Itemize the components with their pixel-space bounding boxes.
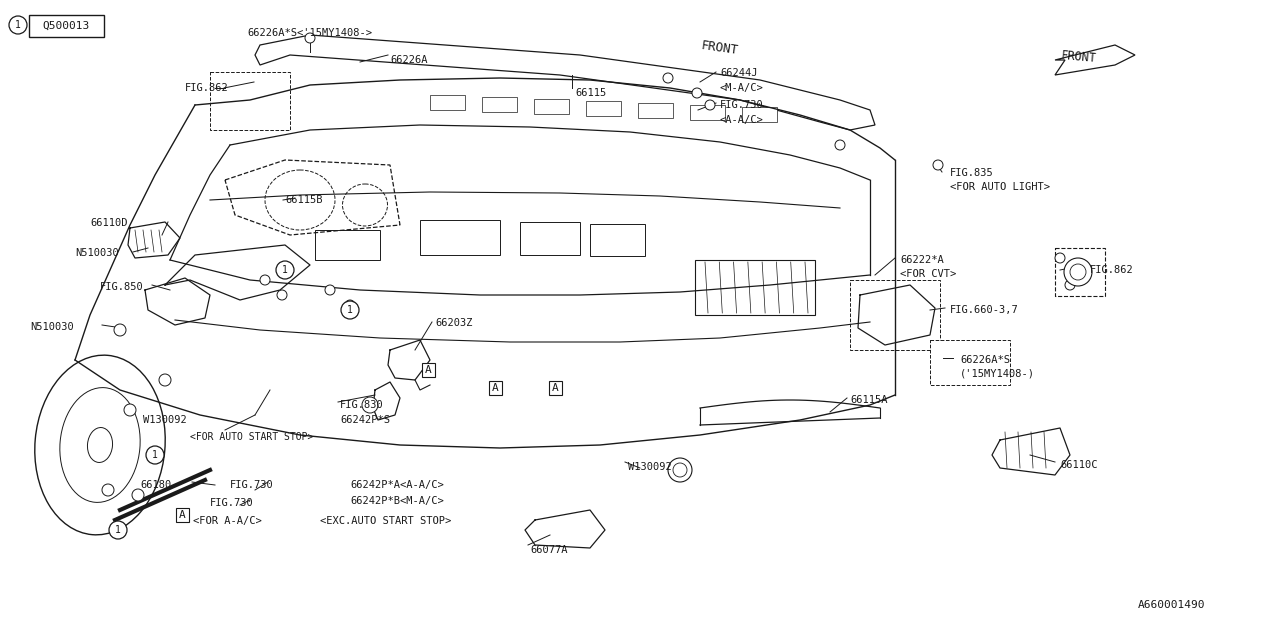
Text: FIG.660-3,7: FIG.660-3,7 [950,305,1019,315]
Circle shape [124,404,136,416]
Text: 66222*A: 66222*A [900,255,943,265]
Bar [1055,248,1105,296]
Text: ('15MY1408-): ('15MY1408-) [960,369,1036,379]
Circle shape [668,458,692,482]
Text: <FOR AUTO LIGHT>: <FOR AUTO LIGHT> [950,182,1050,192]
Text: 66203Z: 66203Z [435,318,472,328]
Bar [549,381,562,395]
Bar [586,101,621,116]
Text: FIG.730: FIG.730 [719,100,764,110]
Circle shape [835,140,845,150]
Circle shape [146,446,164,464]
Text: 1: 1 [347,305,353,315]
Text: A: A [552,383,558,393]
Bar [637,103,673,118]
Text: A: A [492,383,498,393]
Circle shape [340,301,358,319]
Bar [489,381,502,395]
Bar [695,260,815,315]
Text: <A-A/C>: <A-A/C> [719,115,764,125]
Circle shape [159,374,172,386]
Text: Q500013: Q500013 [42,21,90,31]
Text: 66110C: 66110C [1060,460,1097,470]
Text: 66115B: 66115B [285,195,323,205]
Bar [690,105,724,120]
Circle shape [705,100,716,110]
Text: W130092: W130092 [143,415,187,425]
Text: 66115: 66115 [575,88,607,98]
Text: FIG.862: FIG.862 [186,83,229,93]
Circle shape [1065,280,1075,290]
Bar [315,230,380,260]
Bar [175,508,188,522]
Text: A660001490: A660001490 [1138,600,1206,610]
Bar [520,222,580,255]
Circle shape [346,300,355,310]
Text: 66180: 66180 [140,480,172,490]
Text: 66244J: 66244J [719,68,758,78]
Circle shape [132,489,143,501]
Text: FIG.835: FIG.835 [950,168,993,178]
Circle shape [325,285,335,295]
Text: 66242P*A<A-A/C>: 66242P*A<A-A/C> [349,480,444,490]
Text: 66226A: 66226A [390,55,428,65]
Bar [590,224,645,256]
Bar [210,72,291,130]
Text: <M-A/C>: <M-A/C> [719,83,764,93]
Circle shape [9,16,27,34]
Text: FIG.862: FIG.862 [1091,265,1134,275]
Circle shape [1064,258,1092,286]
Text: FIG.850: FIG.850 [100,282,143,292]
Circle shape [109,521,127,539]
Text: 66110D: 66110D [90,218,128,228]
Bar [420,220,500,255]
Bar [430,95,465,110]
Circle shape [276,261,294,279]
Circle shape [663,73,673,83]
Circle shape [305,33,315,43]
Text: 66077A: 66077A [530,545,567,555]
Text: 66242P*S: 66242P*S [340,415,390,425]
Text: FIG.830: FIG.830 [340,400,384,410]
Circle shape [692,88,701,98]
Bar [483,97,517,112]
Circle shape [260,275,270,285]
Text: FIG.730: FIG.730 [230,480,274,490]
Text: 1: 1 [115,525,120,535]
Text: <EXC.AUTO START STOP>: <EXC.AUTO START STOP> [320,516,452,526]
Circle shape [114,324,125,336]
Text: 1: 1 [15,20,20,30]
Bar [742,107,777,122]
Circle shape [1070,264,1085,280]
Bar [421,363,434,377]
Text: FRONT: FRONT [1060,49,1097,65]
Bar [850,280,940,350]
Bar [931,340,1010,385]
Circle shape [102,484,114,496]
Text: N510030: N510030 [29,322,74,332]
Text: FIG.730: FIG.730 [210,498,253,508]
Bar [29,15,104,37]
Text: W130092: W130092 [628,462,672,472]
Text: FRONT: FRONT [700,39,739,57]
Text: 66242P*B<M-A/C>: 66242P*B<M-A/C> [349,496,444,506]
Text: <FOR AUTO START STOP>: <FOR AUTO START STOP> [189,432,314,442]
Text: 66226A*S<'15MY1408->: 66226A*S<'15MY1408-> [247,28,372,38]
Text: A: A [179,510,186,520]
Circle shape [673,463,687,477]
Text: 1: 1 [282,265,288,275]
Circle shape [362,397,378,413]
Text: <FOR A-A/C>: <FOR A-A/C> [193,516,261,526]
Circle shape [276,290,287,300]
Circle shape [933,160,943,170]
Text: N510030: N510030 [76,248,119,258]
Text: 66226A*S: 66226A*S [960,355,1010,365]
Circle shape [1055,253,1065,263]
Text: <FOR CVT>: <FOR CVT> [900,269,956,279]
Bar [534,99,570,114]
Text: 66115A: 66115A [850,395,887,405]
Text: 1: 1 [152,450,157,460]
Text: A: A [425,365,431,375]
